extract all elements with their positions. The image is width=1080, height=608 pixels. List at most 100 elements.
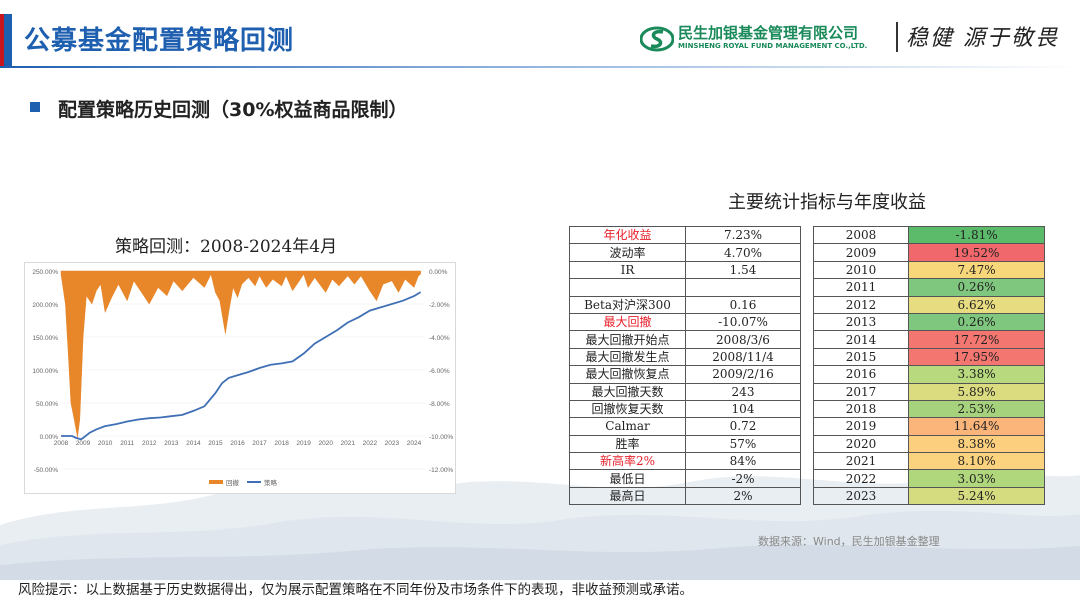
stats-value: 4.70% — [685, 243, 801, 262]
annual-row: 2021 8.10% — [812, 452, 1045, 471]
title-divider — [0, 66, 1080, 68]
x-tick-label: 2021 — [341, 440, 356, 447]
stats-row: 胜率 57% — [569, 434, 801, 454]
y-right-tick-label: -10.00% — [429, 434, 453, 441]
stats-row: 最大回撤恢复点 2009/2/16 — [569, 365, 801, 384]
x-tick-label: 2008 — [54, 440, 69, 447]
stats-label: Calmar — [569, 417, 686, 436]
return-cell: 2.53% — [908, 399, 1045, 419]
y-left-tick-label: 250.00% — [32, 269, 58, 276]
stats-row: IR 1.54 — [569, 260, 801, 280]
year-cell: 2011 — [812, 278, 910, 297]
annual-row: 2023 5.24% — [812, 486, 1045, 506]
return-cell: 8.10% — [908, 452, 1045, 471]
stats-row: 最高日 2% — [569, 486, 801, 506]
page-title: 公募基金配置策略回测 — [24, 26, 295, 56]
chart-title: 策略回测：2008-2024年4月 — [115, 237, 338, 257]
section-bullet — [30, 102, 40, 112]
stats-value: 104 — [685, 399, 801, 419]
return-cell: 5.24% — [908, 486, 1045, 506]
annual-row: 2020 8.38% — [812, 434, 1045, 454]
y-right-tick-label: -12.00% — [429, 467, 453, 474]
stats-label: 最高日 — [569, 486, 686, 506]
stats-value: 7.23% — [685, 225, 801, 245]
x-tick-label: 2009 — [76, 440, 91, 447]
annual-row: 2016 3.38% — [812, 365, 1045, 384]
year-cell: 2018 — [812, 399, 910, 419]
stats-value: 0.72 — [685, 417, 801, 436]
title-accent-red — [0, 14, 4, 66]
stats-row: 最大回撤发生点 2008/11/4 — [569, 347, 801, 367]
legend-label-drawdown: 回撤 — [226, 478, 240, 487]
stats-value: 1.54 — [685, 260, 801, 280]
section-heading: 配置策略历史回测（30%权益商品限制） — [58, 99, 408, 121]
legend-label-strategy: 策略 — [264, 478, 278, 487]
x-tick-label: 2023 — [385, 440, 400, 447]
stats-row: 最大回撤 -10.07% — [569, 312, 801, 332]
stats-row: 回撤恢复天数 104 — [569, 399, 801, 419]
y-left-tick-label: 50.00% — [36, 401, 58, 408]
x-tick-label: 2010 — [98, 440, 113, 447]
backtest-chart: 250.00% 200.00% 150.00% 100.00% 50.00% 0.00% -… — [24, 262, 456, 494]
return-cell: 11.64% — [908, 417, 1045, 436]
stats-label: 胜率 — [569, 434, 686, 454]
return-cell: 3.03% — [908, 469, 1045, 488]
x-tick-label: 2020 — [318, 440, 333, 447]
stats-value — [685, 278, 801, 297]
drawdown-area — [60, 270, 421, 438]
stats-label: 最大回撤恢复点 — [569, 365, 686, 384]
annual-row: 2011 0.26% — [812, 278, 1045, 297]
stats-row: Calmar 0.72 — [569, 417, 801, 436]
stats-value: 0.16 — [685, 295, 801, 314]
x-tick-label: 2014 — [186, 440, 201, 447]
stats-label: 最大回撤发生点 — [569, 347, 686, 367]
y-right-tick-label: -4.00% — [429, 335, 450, 342]
stats-value: 2008/3/6 — [685, 330, 801, 349]
y-right-tick-label: -2.00% — [429, 302, 450, 309]
stats-value: 57% — [685, 434, 801, 454]
chart-svg: 250.00% 200.00% 150.00% 100.00% 50.00% 0.00% -… — [32, 269, 453, 487]
stats-label — [569, 278, 686, 297]
return-cell: 17.95% — [908, 347, 1045, 367]
stats-value: 84% — [685, 452, 801, 471]
annual-row: 2010 7.47% — [812, 260, 1045, 280]
y-right-tick-label: -6.00% — [429, 368, 450, 375]
annual-row: 2013 0.26% — [812, 312, 1045, 332]
return-cell: 0.26% — [908, 278, 1045, 297]
x-tick-label: 2024 — [407, 440, 422, 447]
stats-value: 2008/11/4 — [685, 347, 801, 367]
return-cell: 7.47% — [908, 260, 1045, 280]
annual-row: 2012 6.62% — [812, 295, 1045, 314]
annual-row: 2017 5.89% — [812, 382, 1045, 401]
return-cell: 6.62% — [908, 295, 1045, 314]
stats-row: 最大回撤天数 243 — [569, 382, 801, 401]
return-cell: -1.81% — [908, 225, 1045, 245]
table-title: 主要统计指标与年度收益 — [728, 192, 926, 213]
data-source: 数据来源：Wind，民生加银基金整理 — [758, 535, 940, 548]
y-left-tick-label: -50.00% — [34, 467, 58, 474]
year-cell: 2020 — [812, 434, 910, 454]
logo-separator — [896, 22, 898, 52]
stats-label: 最大回撤天数 — [569, 382, 686, 401]
y-right-tick-label: 0.00% — [429, 269, 448, 276]
return-cell: 19.52% — [908, 243, 1045, 262]
stats-value: -2% — [685, 469, 801, 488]
stats-row: 波动率 4.70% — [569, 243, 801, 262]
stats-value: 2009/2/16 — [685, 365, 801, 384]
stats-row: 新高率2% 84% — [569, 452, 801, 471]
year-cell: 2021 — [812, 452, 910, 471]
x-tick-label: 2019 — [296, 440, 311, 447]
return-cell: 5.89% — [908, 382, 1045, 401]
stats-label: 新高率2% — [569, 452, 686, 471]
stats-label: 最大回撤开始点 — [569, 330, 686, 349]
x-tick-label: 2018 — [274, 440, 289, 447]
x-tick-label: 2011 — [120, 440, 134, 447]
legend-swatch-drawdown — [209, 480, 223, 484]
return-cell: 3.38% — [908, 365, 1045, 384]
strategy-line — [61, 291, 422, 441]
stats-value: -10.07% — [685, 312, 801, 332]
stats-table: 年化收益 7.23% 波动率 4.70% IR 1.54 Beta对沪深300 0.16 最大回… — [569, 225, 801, 506]
year-cell: 2015 — [812, 347, 910, 367]
year-cell: 2008 — [812, 225, 910, 245]
year-cell: 2019 — [812, 417, 910, 436]
